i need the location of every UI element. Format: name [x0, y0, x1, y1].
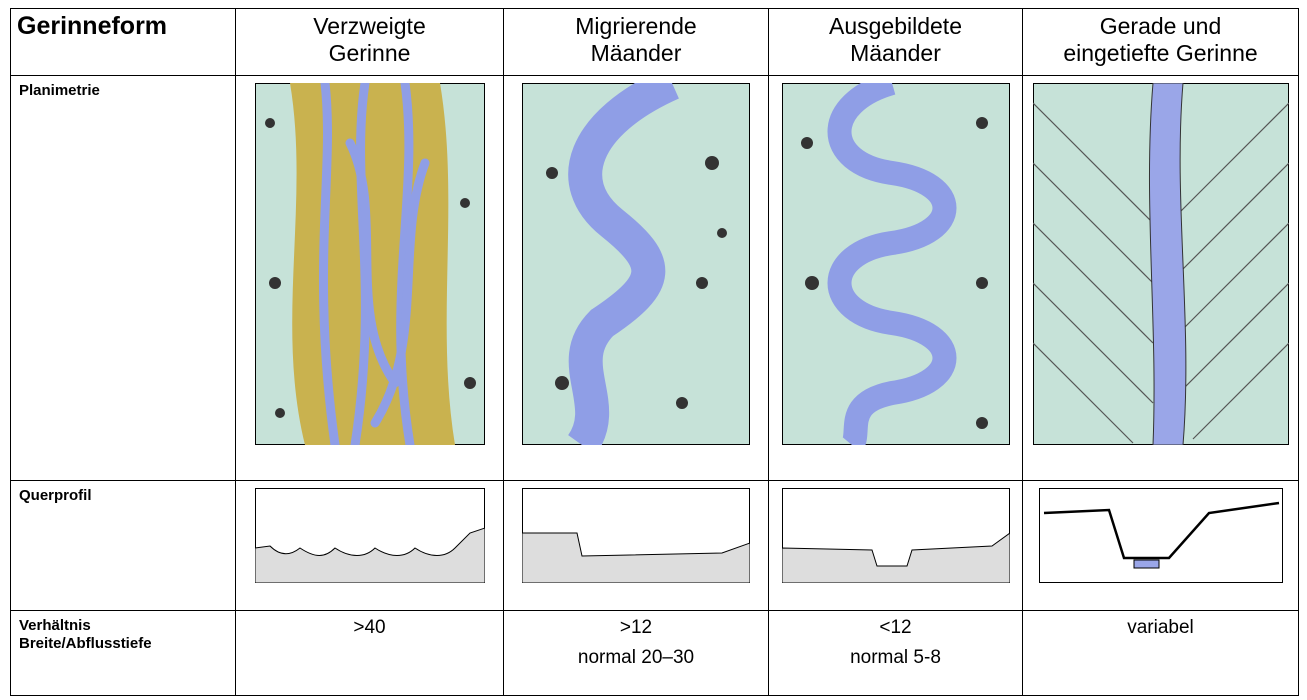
straight-profile: [1039, 488, 1283, 583]
image-cell: [504, 76, 769, 481]
page: Gerinneform VerzweigteGerinne Migrierend…: [0, 0, 1307, 700]
image-cell: [1023, 76, 1299, 481]
header-cell: Gerinneform: [11, 9, 236, 76]
header-text: Mäander: [769, 40, 1022, 67]
braided-profile: [255, 488, 485, 583]
value-cell: >40: [236, 611, 504, 696]
header-text: Gerade und: [1023, 13, 1298, 40]
label-text: Breite/Abflusstiefe: [19, 635, 235, 653]
label-text: Planimetrie: [19, 82, 235, 100]
header-text: Migrierende: [504, 13, 768, 40]
value-text: variabel: [1023, 613, 1298, 643]
developed-profile: [782, 488, 1010, 583]
migrating-meander-illustration: [522, 83, 750, 445]
migrating-profile: [522, 488, 750, 583]
header-text: Mäander: [504, 40, 768, 67]
image-cell: [236, 76, 504, 481]
label-text: Querprofil: [19, 487, 235, 505]
header-text: Verzweigte: [236, 13, 503, 40]
value-text: <12: [769, 613, 1022, 643]
planimetry-row: Planimetrie: [11, 76, 1299, 481]
header-text: Gerinneform: [17, 13, 235, 40]
image-cell: [236, 481, 504, 611]
braided-illustration: [255, 83, 485, 445]
straight-channel-illustration: [1033, 83, 1289, 445]
value-text: >12: [504, 613, 768, 643]
developed-meander-illustration: [782, 83, 1010, 445]
value-text: normal 20–30: [504, 643, 768, 673]
header-text: Gerinne: [236, 40, 503, 67]
row-label: Planimetrie: [11, 76, 236, 481]
image-cell: [504, 481, 769, 611]
image-cell: [1023, 481, 1299, 611]
value-cell: variabel: [1023, 611, 1299, 696]
value-text: normal 5-8: [769, 643, 1022, 673]
header-text: Ausgebildete: [769, 13, 1022, 40]
header-text: eingetiefte Gerinne: [1023, 40, 1298, 67]
image-cell: [769, 76, 1023, 481]
row-label: Querprofil: [11, 481, 236, 611]
profile-row: Querprofil: [11, 481, 1299, 611]
label-text: Verhältnis: [19, 617, 235, 635]
image-cell: [769, 481, 1023, 611]
value-text: >40: [236, 613, 503, 643]
